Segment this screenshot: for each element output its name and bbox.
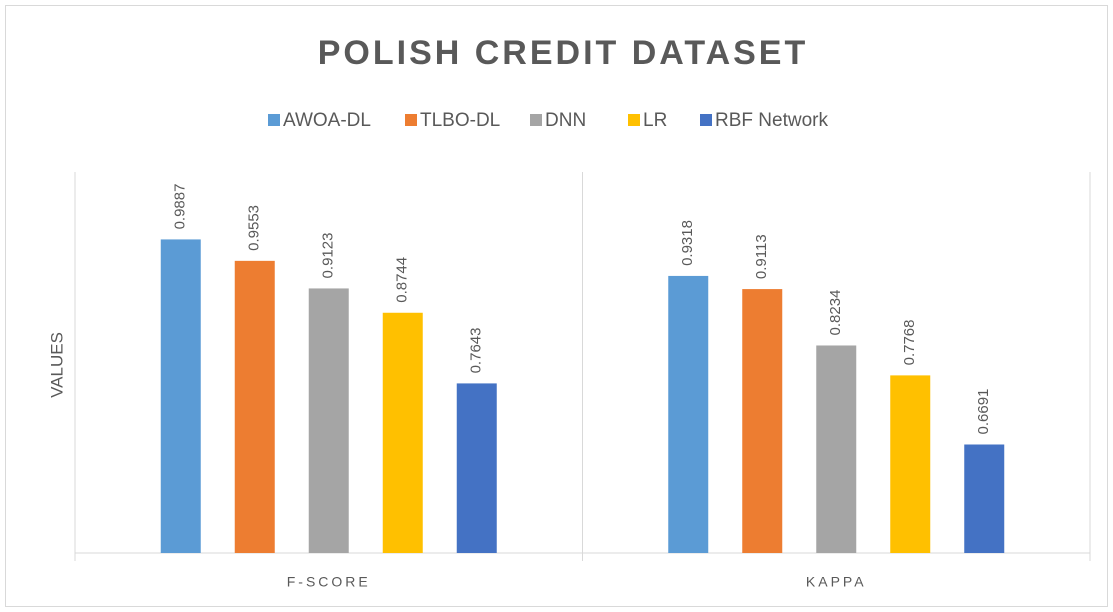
legend-swatch: [530, 114, 542, 126]
bar: [890, 375, 931, 553]
legend-label: RBF Network: [715, 110, 828, 131]
bar: [234, 260, 275, 553]
legend-swatch: [700, 114, 712, 126]
data-label: 0.7643: [468, 328, 485, 374]
data-label: 0.6691: [975, 389, 992, 435]
x-tick-label: KAPPA: [806, 574, 867, 590]
data-label: 0.8744: [394, 257, 411, 303]
bar: [964, 444, 1005, 553]
data-label: 0.7768: [901, 319, 918, 365]
legend-label: AWOA-DL: [283, 110, 371, 131]
bar: [816, 345, 857, 553]
data-label: 0.9113: [753, 234, 770, 279]
legend-swatch: [268, 114, 280, 126]
data-label: 0.9887: [172, 184, 189, 230]
x-tick-label: F-SCORE: [287, 574, 371, 590]
legend-label: TLBO-DL: [420, 110, 500, 131]
legend-label: DNN: [545, 110, 586, 131]
chart-title: POLISH CREDIT DATASET: [318, 34, 809, 72]
bar: [382, 312, 423, 553]
bar: [456, 383, 497, 553]
data-label: 0.9123: [320, 233, 337, 279]
legend-swatch: [628, 114, 640, 126]
data-label: 0.9553: [246, 205, 263, 251]
data-label: 0.8234: [827, 290, 844, 336]
y-axis-title: VALUES: [47, 332, 66, 398]
legend-swatch: [405, 114, 417, 126]
data-label: 0.9318: [679, 220, 696, 266]
bar: [308, 288, 349, 553]
bar: [668, 275, 709, 553]
bar: [742, 289, 783, 553]
bar: [160, 239, 201, 554]
legend-label: LR: [643, 110, 667, 131]
